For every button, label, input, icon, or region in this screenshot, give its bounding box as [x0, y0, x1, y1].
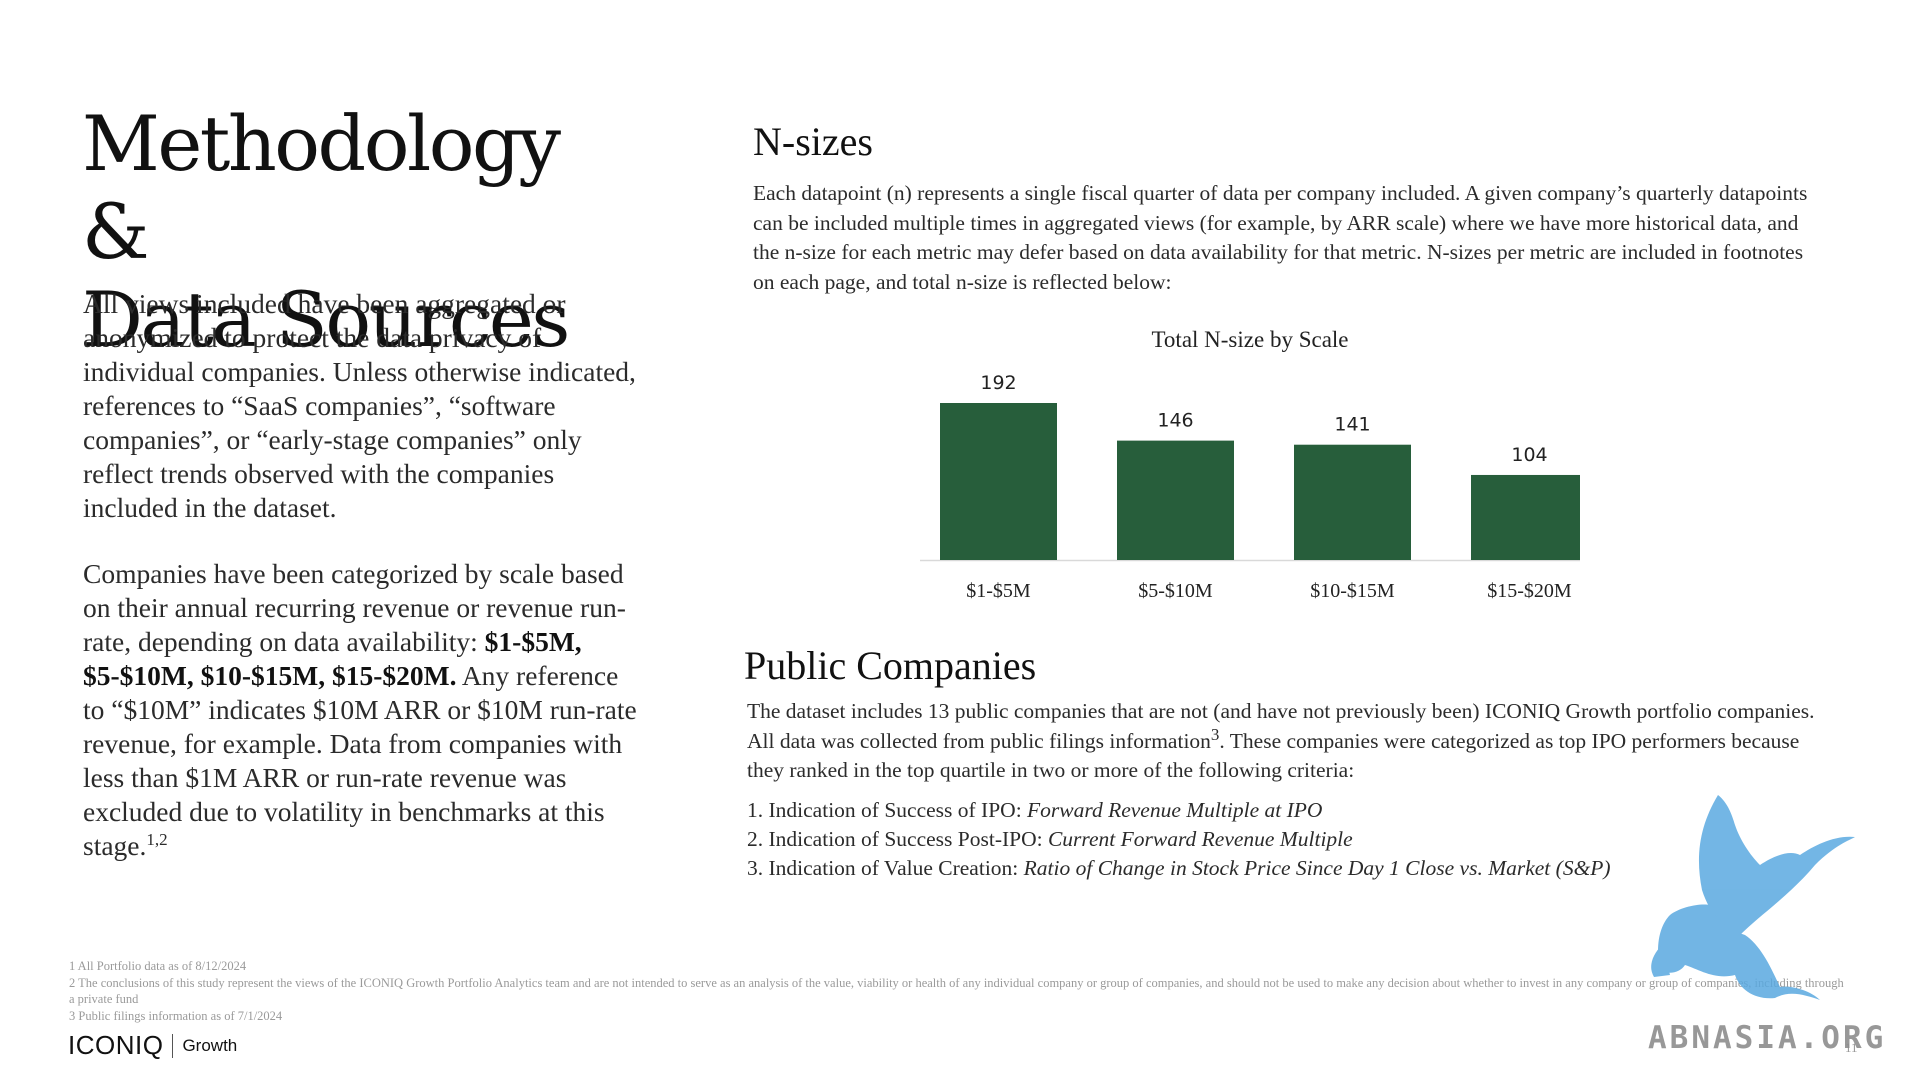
criteria-detail: Current Forward Revenue Multiple — [1047, 827, 1353, 851]
nsizes-heading: N-sizes — [753, 119, 873, 164]
bar-data-label: 141 — [1334, 414, 1370, 436]
scale-paragraph: Companies have been categorized by scale… — [83, 557, 643, 863]
scale-categories: $1-$5M, $5-$10M, $10-$15M, $15-$20M. — [83, 626, 582, 691]
criteria-item: 2. Indication of Success Post-IPO: Curre… — [747, 825, 1847, 854]
page-number: 11 — [1845, 1040, 1858, 1055]
footnote-ref-1-2: 1,2 — [146, 829, 168, 849]
public-companies-heading: Public Companies — [744, 643, 1037, 688]
privacy-paragraph: All views included have been aggregated … — [83, 288, 636, 523]
chart-bar — [940, 403, 1057, 560]
category-tick-label: $5-$10M — [1138, 580, 1213, 602]
n-size-bar-chart: 192 $1-$5M 146 $5-$10M 141 $10-$15M 104 $15-$20… — [920, 372, 1580, 602]
footnote-ref-3: 3 — [1210, 724, 1220, 744]
footnote-2: 2 The conclusions of this study represen… — [69, 975, 1844, 1007]
criteria-label: 2. Indication of Success Post-IPO: — [747, 827, 1048, 851]
chart-bar — [1294, 444, 1411, 560]
chart-bar — [1117, 440, 1234, 560]
criteria-detail: Forward Revenue Multiple at IPO — [1027, 798, 1323, 822]
category-tick-label: $1-$5M — [966, 580, 1031, 602]
bar-data-label: 104 — [1511, 444, 1547, 466]
public-companies-body: The dataset includes 13 public companies… — [747, 697, 1837, 786]
griffin-watermark-icon — [1651, 795, 1855, 1000]
title-line-1: Methodology & — [82, 99, 561, 276]
brand-divider — [172, 1033, 174, 1058]
footnotes: 1 All Portfolio data as of 8/12/2024 2 T… — [69, 958, 1849, 1024]
criteria-list: 1. Indication of Success of IPO: Forward… — [747, 796, 1847, 883]
page-title: Methodology & Data Sources — [82, 100, 642, 364]
public-body-start: The dataset includes 13 public companies… — [747, 699, 1815, 753]
category-tick-label: $10-$15M — [1310, 580, 1395, 602]
title-line-2: Data Sources — [82, 275, 570, 364]
watermark-text: ABNASIA.ORG — [1648, 1020, 1887, 1056]
bar-data-label: 146 — [1157, 410, 1193, 432]
bar-data-label: 192 — [980, 372, 1016, 394]
brand-subtitle: Growth — [182, 1035, 238, 1055]
scale-paragraph-end: Any reference to “$10M” indicates $10M A… — [83, 660, 637, 861]
category-tick-label: $15-$20M — [1487, 580, 1572, 602]
footnote-1: 1 All Portfolio data as of 8/12/2024 — [69, 959, 247, 973]
brand-logo: ICONIQ Growth — [68, 1030, 237, 1061]
public-body-end: . These companies were categorized as to… — [747, 728, 1800, 783]
nsizes-body: Each datapoint (n) represents a single f… — [753, 181, 1808, 294]
brand-name: ICONIQ — [68, 1030, 164, 1060]
criteria-label: 1. Indication of Success of IPO: — [747, 798, 1028, 822]
criteria-item: 1. Indication of Success of IPO: Forward… — [747, 796, 1847, 825]
footnote-3: 3 Public filings information as of 7/1/2… — [69, 1008, 283, 1023]
chart-title: Total N-size by Scale — [1151, 327, 1349, 352]
criteria-detail: Ratio of Change in Stock Price Since Day… — [1023, 856, 1611, 880]
criteria-label: 3. Indication of Value Creation: — [747, 856, 1024, 880]
chart-bar — [1471, 474, 1580, 560]
scale-paragraph-start: Companies have been categorized by scale… — [83, 558, 626, 657]
criteria-item: 3. Indication of Value Creation: Ratio o… — [747, 854, 1847, 883]
